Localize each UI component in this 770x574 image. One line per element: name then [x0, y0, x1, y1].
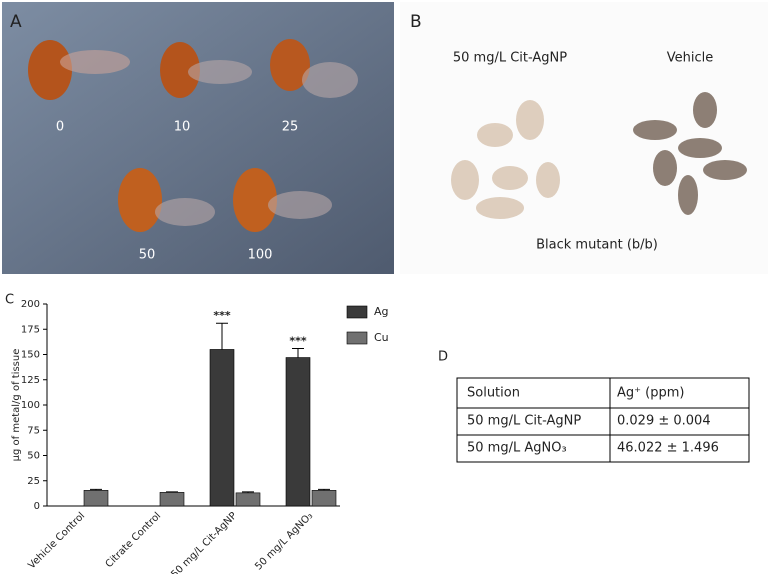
dose-label: 10 — [174, 120, 191, 135]
y-tick-label: 25 — [27, 476, 40, 487]
y-tick-label: 200 — [21, 299, 40, 310]
y-tick-label: 100 — [21, 400, 40, 411]
legend-swatch — [346, 331, 368, 345]
flies-b — [451, 92, 747, 219]
panel-label: A — [10, 12, 22, 32]
table — [456, 377, 750, 463]
legend-label: Cu — [374, 331, 389, 344]
x-tick-label: 50 mg/L AgNO₃ — [253, 510, 315, 572]
y-tick-label: 0 — [34, 501, 40, 512]
panel-label: C — [5, 293, 14, 308]
chart: 0 25 50 75 100 125 150 175 200 Vehicle Control Cit… — [21, 299, 389, 574]
error-bar — [90, 488, 102, 491]
photo-b — [400, 2, 768, 274]
photo-a — [2, 2, 394, 274]
y-tick-label: 150 — [21, 350, 40, 361]
caption: Black mutant (b/b) — [536, 238, 658, 253]
bar — [235, 492, 261, 507]
dose-label: 50 — [139, 248, 156, 263]
table-cell: 50 mg/L AgNO₃ — [467, 441, 567, 456]
table-header: Solution — [467, 386, 520, 401]
dose-label: 100 — [248, 248, 273, 263]
error-bar — [242, 491, 254, 493]
dose-label: 25 — [282, 120, 299, 135]
y-tick-label: 75 — [27, 425, 40, 436]
significance: *** — [213, 309, 231, 322]
error-bar — [216, 322, 228, 350]
panel-label: B — [410, 12, 422, 32]
bar — [209, 349, 235, 507]
bar — [159, 492, 185, 507]
table-header: Ag⁺ (ppm) — [617, 386, 684, 401]
x-tick-label: Citrate Control — [104, 510, 164, 570]
error-bar — [292, 347, 304, 358]
table-cell: 46.022 ± 1.496 — [617, 441, 719, 456]
table-cell: 0.029 ± 0.004 — [617, 414, 711, 429]
x-tick-label: 50 mg/L Cit-AgNP — [169, 510, 239, 574]
bar — [285, 357, 311, 507]
bar — [83, 490, 109, 507]
y-tick-label: 125 — [21, 375, 40, 386]
error-bar — [318, 488, 330, 491]
x-tick-label: Vehicle Control — [26, 510, 87, 571]
y-axis-label: µg of metal/g of tissue — [11, 349, 22, 462]
legend-label: Ag — [374, 305, 389, 318]
y-tick-label: 175 — [21, 324, 40, 335]
flies-a — [28, 39, 358, 232]
error-bar — [166, 491, 178, 493]
dose-label: 0 — [56, 120, 64, 135]
legend-swatch — [346, 305, 368, 319]
group-label: Vehicle — [667, 51, 714, 66]
table-cell: 50 mg/L Cit-AgNP — [467, 414, 581, 429]
bar — [311, 490, 337, 507]
panel-label: D — [438, 350, 448, 365]
significance: *** — [289, 334, 307, 347]
group-label: 50 mg/L Cit-AgNP — [453, 51, 567, 66]
y-tick-label: 50 — [27, 451, 40, 462]
